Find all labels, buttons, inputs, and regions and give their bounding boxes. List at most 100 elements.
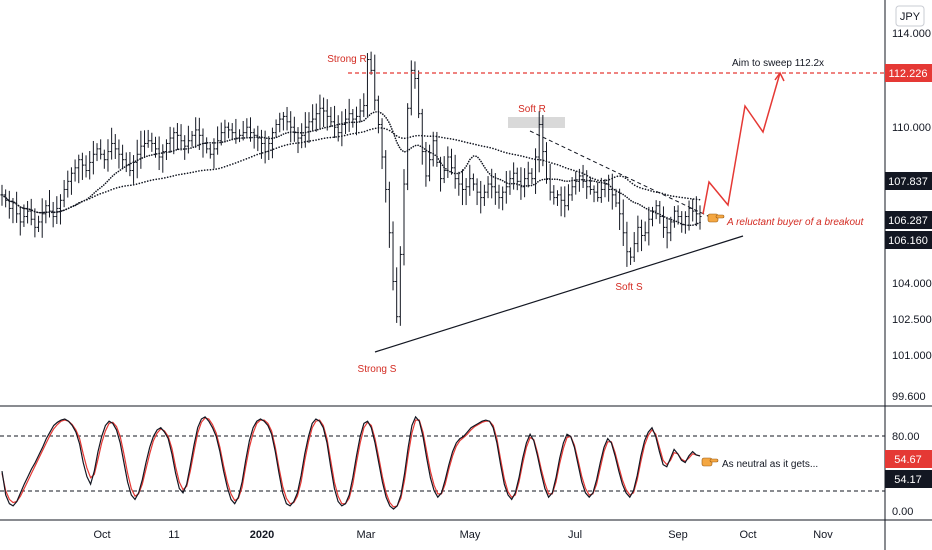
ohlc-bar <box>40 198 44 238</box>
y-tick-110: 110.000 <box>892 122 931 134</box>
x-tick-nov: Nov <box>813 529 833 541</box>
ohlc-bar <box>566 184 571 211</box>
ohlc-bar <box>164 139 169 161</box>
ohlc-bar <box>468 164 472 196</box>
price-tag-106-160[interactable]: 106.160 <box>885 231 932 249</box>
time-axis[interactable]: Oct 11 2020 Mar May Jul Sep Oct Nov <box>93 529 833 541</box>
ohlc-bar <box>281 111 285 131</box>
ohlc-bar <box>102 149 106 169</box>
ohlc-bar <box>259 129 264 159</box>
ohlc-bar <box>544 142 549 184</box>
label-neutral[interactable]: As neutral as it gets... <box>722 459 818 470</box>
ohlc-bar <box>402 169 406 266</box>
stoch-tag-label: 54.67 <box>894 454 922 466</box>
ohlc-bar <box>391 221 395 291</box>
stoch-tag-54-17[interactable]: 54.17 <box>885 470 932 488</box>
currency-badge[interactable]: JPY <box>895 5 925 27</box>
ohlc-bar <box>621 199 625 246</box>
ohlc-bar <box>106 139 110 172</box>
support-trendline[interactable] <box>374 235 744 353</box>
ohlc-bar <box>373 54 377 111</box>
ohlc-bar <box>321 97 326 128</box>
ohlc-bar <box>205 137 209 154</box>
ohlc-bar <box>300 123 304 149</box>
ohlc-bar <box>460 169 465 206</box>
ohlc-bar <box>380 118 384 170</box>
ohlc-bar <box>51 201 55 228</box>
y-tick-104: 104.000 <box>892 278 932 290</box>
ohlc-bar <box>325 99 329 131</box>
ohlc-bar <box>124 152 128 173</box>
ohlc-bar <box>58 194 63 225</box>
ohlc-bar <box>438 156 443 192</box>
x-tick-2020: 2020 <box>250 529 274 541</box>
x-tick-oct-2: Oct <box>739 529 756 541</box>
ohlc-bar <box>526 161 530 188</box>
ohlc-bar <box>314 103 318 132</box>
ohlc-bar <box>358 98 362 123</box>
ohlc-bar <box>672 206 677 228</box>
currency-label: JPY <box>900 11 921 23</box>
ohlc-bar <box>493 173 497 205</box>
ohlc-bar <box>252 128 256 149</box>
label-soft-s[interactable]: Soft S <box>615 282 643 293</box>
ohlc-bar <box>332 105 337 139</box>
ohlc-bar <box>486 176 490 199</box>
ohlc-bar <box>413 61 417 89</box>
ohlc-bar <box>150 132 154 152</box>
ohlc-bar <box>343 108 348 134</box>
x-tick-sep: Sep <box>668 529 688 541</box>
ohlc-bar <box>153 136 158 158</box>
ohlc-bar <box>84 155 88 178</box>
price-tag-107-837[interactable]: 107.837 <box>885 172 932 190</box>
ohlc-bar <box>29 198 33 226</box>
ohlc-bar <box>4 189 8 208</box>
ma-slow-path <box>1 127 701 214</box>
ohlc-bar <box>676 205 680 225</box>
ohlc-bar <box>18 206 22 236</box>
ohlc-bar <box>504 170 508 204</box>
ohlc-bar <box>11 197 15 224</box>
ohlc-bar <box>216 126 220 155</box>
stoch-tag-54-67[interactable]: 54.67 <box>885 450 932 468</box>
ohlc-bar <box>406 103 410 191</box>
projection-path[interactable] <box>702 72 781 215</box>
ohlc-bar <box>303 112 307 148</box>
ohlc-bar <box>0 184 4 206</box>
ohlc-bar <box>131 155 136 184</box>
ohlc-bar <box>230 123 234 141</box>
label-aim-sweep[interactable]: Aim to sweep 112.2x <box>732 58 824 69</box>
ohlc-bar <box>427 144 432 182</box>
ohlc-bar <box>698 205 702 230</box>
ohlc-bar <box>387 181 391 248</box>
currency-badge-frame <box>895 5 925 27</box>
label-strong-s[interactable]: Strong S <box>358 364 397 375</box>
ohlc-bar <box>128 151 132 177</box>
label-reluctant-buyer[interactable]: A reluctant buyer of a breakout <box>726 217 865 228</box>
ohlc-bar <box>479 180 483 214</box>
ohlc-bar <box>248 117 253 142</box>
resistance-trendline[interactable] <box>529 130 711 218</box>
soft-r-zone[interactable] <box>508 117 565 128</box>
price-tag-112-226[interactable]: 112.226 <box>885 64 932 82</box>
ohlc-bar <box>55 196 59 225</box>
ohlc-bar <box>417 70 421 119</box>
x-tick-oct: Oct <box>93 529 110 541</box>
ohlc-bar <box>146 129 150 148</box>
label-strong-r[interactable]: Strong R <box>327 54 366 65</box>
ohlc-bar <box>270 127 275 159</box>
price-tag-106-287[interactable]: 106.287 <box>885 211 932 229</box>
label-soft-r[interactable]: Soft R <box>518 104 546 115</box>
ohlc-bar <box>687 200 691 231</box>
ohlc-bar <box>522 168 527 198</box>
stoch-y-axis[interactable]: 80.00 0.00 <box>892 431 920 518</box>
ohlc-bar <box>508 170 512 195</box>
ohlc-bar <box>541 114 545 167</box>
x-tick-jul: Jul <box>568 529 582 541</box>
ohlc-bar <box>599 177 603 203</box>
ohlc-bar <box>632 232 636 262</box>
price-y-axis[interactable]: 114.000 110.000 104.000 102.500 101.000 … <box>892 28 932 403</box>
x-tick-11: 11 <box>168 529 179 541</box>
ohlc-bar <box>33 208 37 238</box>
